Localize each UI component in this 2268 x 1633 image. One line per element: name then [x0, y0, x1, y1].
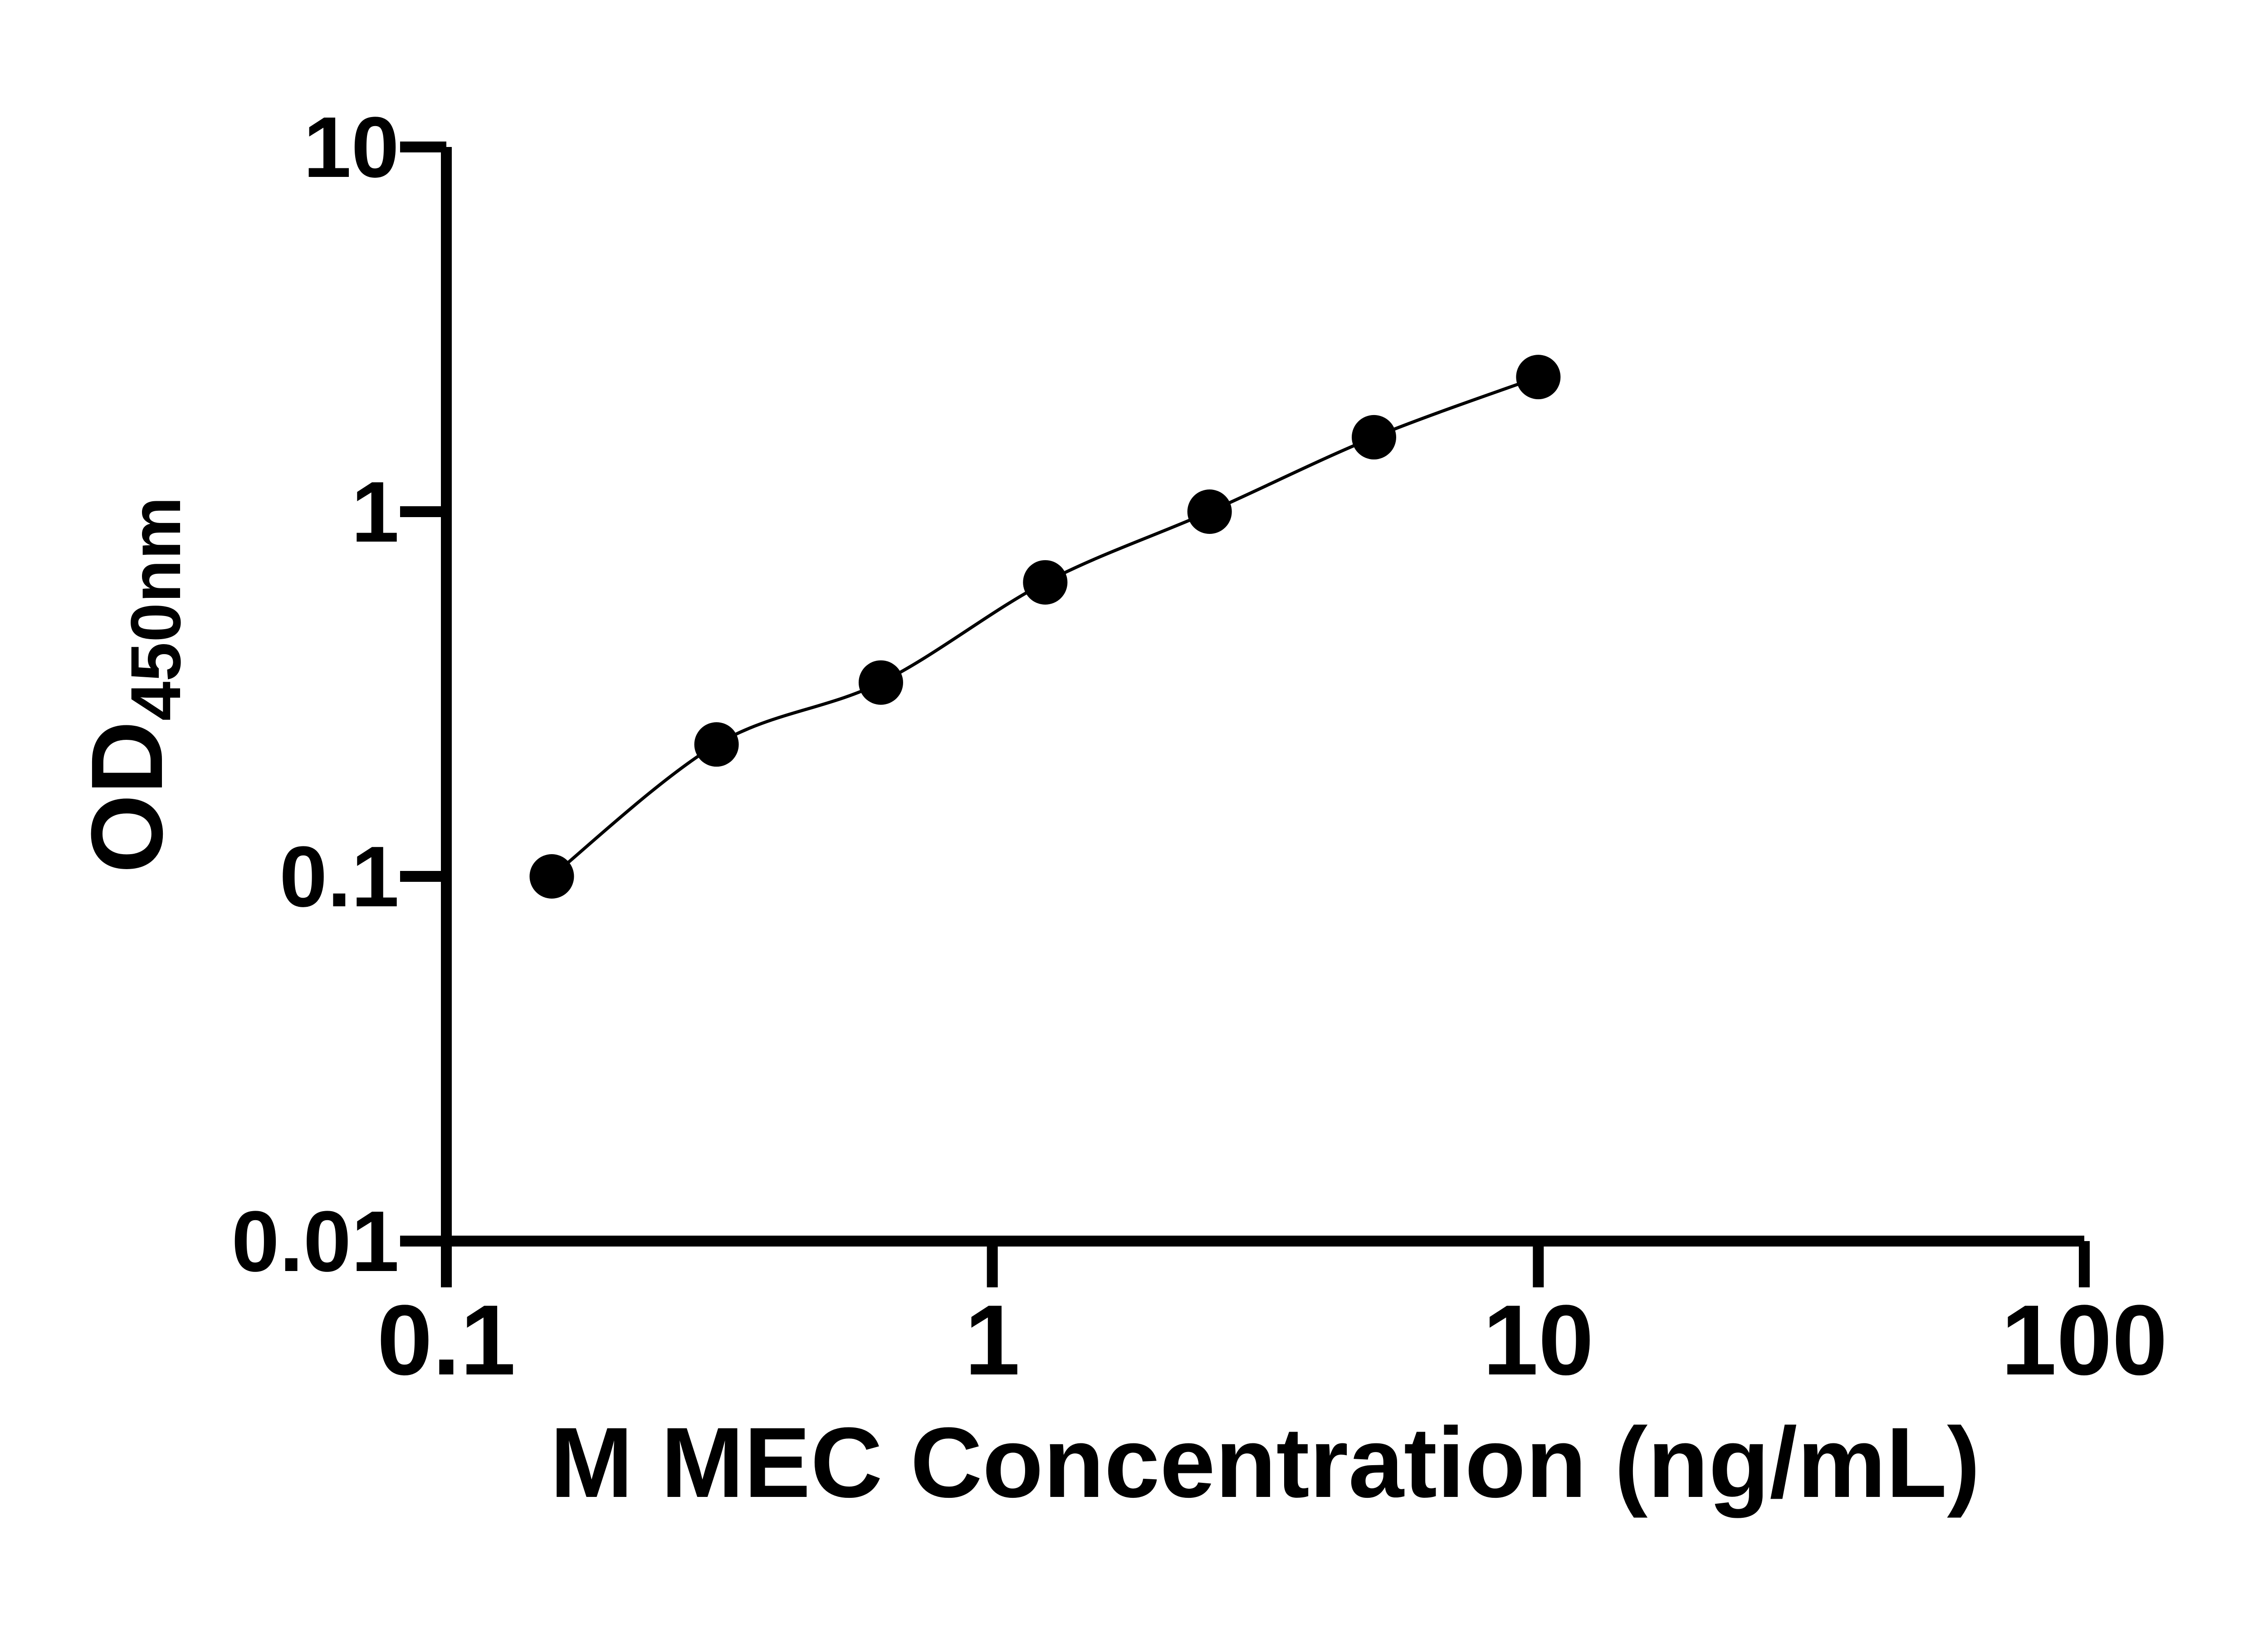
svg-text:100: 100 [2001, 1284, 2167, 1396]
svg-text:1: 1 [351, 464, 399, 560]
svg-text:0.1: 0.1 [279, 829, 399, 925]
svg-text:10: 10 [1483, 1284, 1594, 1396]
svg-text:0.1: 0.1 [377, 1284, 516, 1396]
svg-text:0.01: 0.01 [231, 1193, 399, 1290]
svg-text:M MEC Concentration (ng/mL): M MEC Concentration (ng/mL) [550, 1407, 1980, 1518]
svg-text:1: 1 [964, 1284, 1020, 1396]
svg-text:10: 10 [303, 99, 399, 196]
